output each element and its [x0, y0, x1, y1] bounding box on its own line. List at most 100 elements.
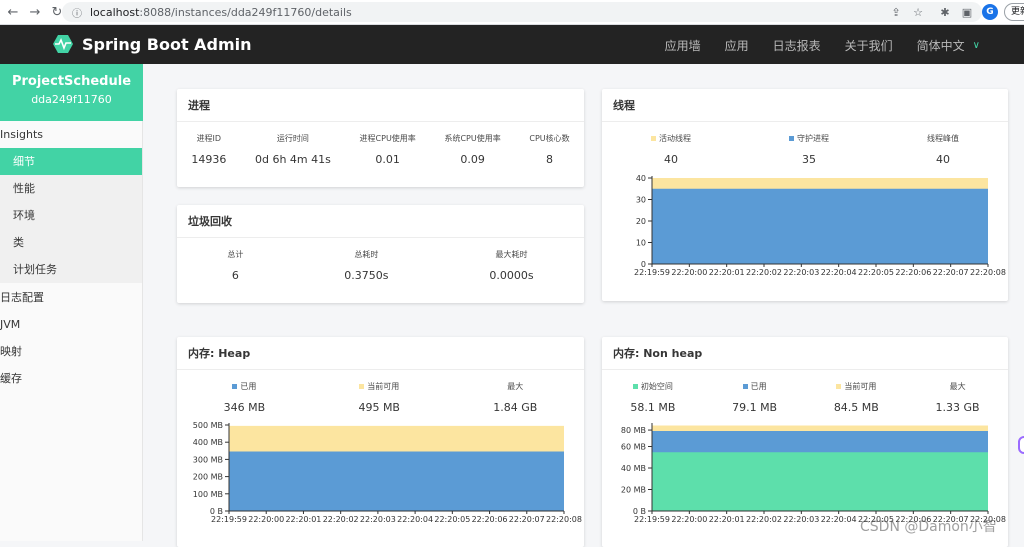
- update-button[interactable]: 更新: [1004, 3, 1024, 21]
- threads-card: 线程 活动线程 40 守护进程 35 线程峰值 40 0 10 20 30 40 22:19:59 2…: [602, 89, 1008, 301]
- nav-applications[interactable]: 应用: [724, 39, 749, 53]
- sidebar-item[interactable]: Insights: [0, 128, 44, 141]
- sidebar-item[interactable]: 计划任务: [0, 256, 142, 283]
- sidebar-item[interactable]: 日志配置: [0, 291, 44, 304]
- y-tick-label: 200 MB: [193, 473, 223, 482]
- x-tick-label: 22:20:03: [783, 268, 819, 277]
- stat-label: 当前可用: [358, 381, 400, 392]
- nav-about[interactable]: 关于我们: [844, 39, 893, 53]
- card-title: 进程: [177, 89, 584, 122]
- stat-label: 最大: [936, 381, 980, 392]
- stat-value: 1.33 GB: [935, 401, 980, 414]
- stat-label: 已用: [732, 381, 777, 392]
- stat-label: 最大耗时: [489, 249, 533, 260]
- stat-label: 线程峰值: [927, 133, 959, 144]
- threads-stats: 活动线程 40 守护进程 35 线程峰值 40: [602, 122, 1008, 166]
- x-tick-label: 22:20:05: [858, 268, 894, 277]
- stat-label-text: 运行时间: [276, 134, 309, 143]
- nav-wallboard[interactable]: 应用墙: [664, 39, 701, 53]
- sidebar: ProjectSchedule dda249f11760 Insights 细节性…: [0, 64, 143, 541]
- legend-swatch: [651, 136, 656, 141]
- bookmark-star-icon[interactable]: ☆: [913, 5, 923, 19]
- x-tick-label: 22:20:02: [323, 515, 359, 524]
- language-label: 简体中文: [916, 39, 965, 53]
- y-tick-label: 0 B: [633, 507, 646, 516]
- stat-label-text: 当前可用: [844, 382, 877, 391]
- address-bar[interactable]: ⓘ localhost:8088/instances/dda249f11760/…: [62, 2, 982, 22]
- stat-item: 进程ID 14936: [191, 133, 226, 166]
- y-tick-label: 30: [636, 196, 646, 205]
- heap-stats: 已用 346 MB 当前可用 495 MB 最大 1.84 GB: [177, 370, 584, 414]
- sidebar-item[interactable]: 类: [0, 229, 142, 256]
- nonheap-card: 内存: Non heap 初始空间 58.1 MB 已用 79.1 MB 当前可用 84.…: [602, 337, 1008, 547]
- reload-icon[interactable]: ↻: [51, 4, 63, 20]
- instance-id: dda249f11760: [31, 93, 112, 106]
- x-tick-label: 22:20:05: [858, 515, 894, 524]
- x-tick-label: 22:20:04: [821, 515, 857, 524]
- x-tick-label: 22:19:59: [634, 268, 670, 277]
- sidebar-item[interactable]: 环境: [0, 202, 142, 229]
- back-icon[interactable]: ←: [7, 4, 19, 20]
- sidebar-item[interactable]: 映射: [0, 345, 22, 358]
- y-tick-label: 400 MB: [193, 438, 223, 447]
- info-icon[interactable]: ⓘ: [72, 8, 82, 20]
- stat-label: 已用: [224, 381, 266, 392]
- stat-label-text: 最大: [949, 382, 966, 391]
- url-path: :8088/instances/dda249f11760/details: [139, 5, 352, 19]
- sidebar-item[interactable]: 细节: [0, 148, 142, 175]
- area-series: [229, 451, 564, 511]
- stat-item: 总耗时 0.3750s: [344, 249, 388, 282]
- stat-label: 进程ID: [191, 133, 226, 144]
- app-name: ProjectSchedule: [11, 74, 132, 89]
- x-tick-label: 22:20:00: [248, 515, 284, 524]
- stat-label-text: 总计: [227, 250, 244, 259]
- legend-swatch: [742, 384, 748, 389]
- stat-value: 84.5 MB: [833, 401, 879, 414]
- stat-value: 0.01: [375, 153, 400, 166]
- stat-label-text: 进程CPU使用率: [359, 134, 416, 143]
- side-panel-icon[interactable]: ▣: [961, 5, 973, 19]
- stat-label: 初始空间: [630, 381, 675, 392]
- forward-icon[interactable]: →: [29, 4, 41, 20]
- sidebar-item[interactable]: 缓存: [0, 372, 22, 385]
- sidebar-item[interactable]: JVM: [0, 318, 21, 331]
- stat-label-text: 最大耗时: [495, 250, 528, 259]
- share-icon[interactable]: ⇪: [891, 5, 901, 19]
- stat-label-text: 当前可用: [367, 382, 400, 391]
- stat-item: 初始空间 58.1 MB: [630, 381, 675, 414]
- x-tick-label: 22:20:03: [360, 515, 396, 524]
- stat-item: 守护进程 35: [789, 133, 829, 166]
- stat-value: 8: [546, 153, 553, 166]
- x-tick-label: 22:20:00: [671, 515, 707, 524]
- y-tick-label: 0 B: [210, 507, 223, 516]
- stat-item: 运行时间 0d 6h 4m 41s: [255, 133, 331, 166]
- stat-label: 总计: [227, 249, 243, 260]
- x-tick-label: 22:20:08: [970, 268, 1006, 277]
- y-tick-label: 40: [636, 174, 646, 183]
- heap-chart: 0 B 100 MB 200 MB 300 MB 400 MB 500 MB 22:19:5…: [193, 421, 582, 524]
- process-card: 进程 进程ID 14936 运行时间 0d 6h 4m 41s 进程CPU使用率 0.01…: [177, 89, 584, 187]
- legend-swatch: [836, 384, 842, 389]
- card-title: 垃圾回收: [177, 205, 584, 238]
- y-tick-label: 80 MB: [621, 426, 646, 435]
- area-series: [652, 188, 988, 264]
- x-tick-label: 22:20:00: [671, 268, 707, 277]
- profile-avatar[interactable]: G: [982, 4, 998, 20]
- stat-item: 当前可用 495 MB: [358, 381, 400, 414]
- nav-log-reports[interactable]: 日志报表: [772, 39, 821, 53]
- stat-item: 当前可用 84.5 MB: [834, 381, 879, 414]
- stat-label-text: 系统CPU使用率: [444, 134, 501, 143]
- x-tick-label: 22:19:59: [211, 515, 247, 524]
- language-select[interactable]: 简体中文 ∨: [917, 37, 980, 54]
- stat-label-text: CPU核心数: [529, 134, 570, 143]
- floating-assistant-button[interactable]: [1018, 436, 1024, 454]
- stat-value: 346 MB: [223, 401, 266, 414]
- extensions-icon[interactable]: ✱: [940, 5, 950, 19]
- stat-item: 最大耗时 0.0000s: [489, 249, 533, 282]
- stat-label-text: 进程ID: [196, 134, 222, 143]
- heap-card: 内存: Heap 已用 346 MB 当前可用 495 MB 最大 1.84 GB 0 B…: [177, 337, 584, 547]
- stat-label: 系统CPU使用率: [444, 133, 500, 144]
- sidebar-item[interactable]: 性能: [0, 175, 142, 202]
- watermark: CSDN @Damon小智: [860, 519, 997, 535]
- y-tick-label: 300 MB: [193, 455, 223, 464]
